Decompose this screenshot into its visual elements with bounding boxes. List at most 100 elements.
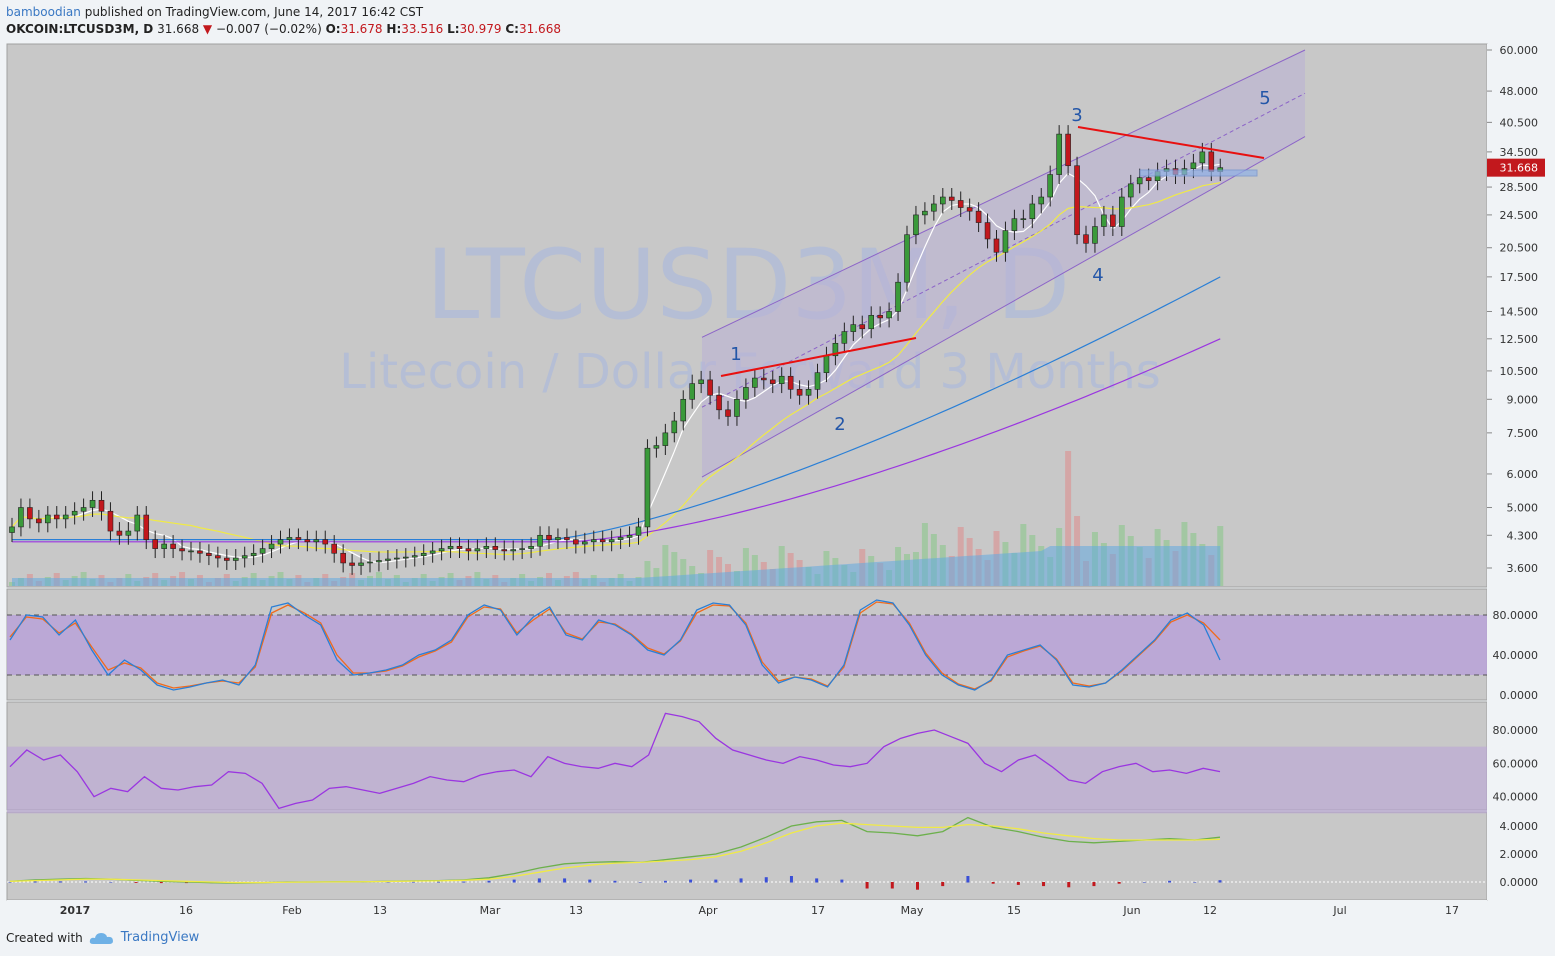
candle-body [1065,133,1071,167]
time-tick-label: 15 [1007,904,1021,917]
candle-body [680,398,687,422]
candle-body [939,196,946,205]
candle-body [707,379,713,396]
candle-body [769,379,776,384]
volume-bar [671,552,678,586]
candle-body [89,499,96,508]
candle-body [259,548,266,554]
macd-pane[interactable] [6,811,1488,901]
time-tick-label: Mar [480,904,501,917]
candle-body [859,324,866,330]
candle-body [385,558,391,561]
candle-body [993,238,1000,253]
macd-histogram-bar [1042,882,1046,887]
volume-ma-area [12,546,1221,586]
candle-body [662,432,669,446]
candle-body [805,389,812,396]
open-value: 31.678 [340,22,383,36]
candle-body [734,398,740,417]
price-change: −0.007 (−0.02%) [215,22,322,36]
chart-header: bamboodian published on TradingView.com,… [6,4,561,38]
macd-histogram-bar [563,878,567,883]
ma-yellow-line [11,182,1221,556]
candle-body [215,555,221,559]
volume-bar [707,550,714,586]
macd-histogram-bar [739,878,743,883]
stoch-band [7,615,1487,675]
candle-body [36,518,42,524]
candle-body [537,534,543,547]
candle-body [1056,133,1062,175]
macd-histogram-bar [1218,880,1222,883]
candle-body [608,539,615,543]
time-tick-label: 13 [373,904,387,917]
candle-body [125,530,132,536]
candle-body [313,539,320,543]
author-link[interactable]: bamboodian [6,5,81,19]
candle-body [716,394,722,411]
price-tick-label: 14.500 [1500,305,1539,318]
macd-histogram-bar [588,879,592,883]
macd-histogram-bar [437,881,441,883]
candle-body [188,550,194,553]
candle-body [886,311,892,319]
candle-body [1208,151,1215,172]
candle-body [1002,230,1009,253]
candle-body [698,379,704,384]
candle-body [519,548,525,550]
time-tick-label: Jul [1332,904,1346,917]
candle-body [1127,183,1134,198]
candle-body [590,539,597,543]
ma-blue-line [12,276,1221,541]
tradingview-link[interactable]: TradingView [120,930,200,945]
candle-body [107,510,114,532]
macd-histogram-bar [638,882,642,883]
price-axis[interactable] [1487,44,1547,900]
macd-histogram-bar [462,881,466,883]
last-price-tag [1487,158,1545,177]
price-tick-label: 24.500 [1500,209,1539,222]
candle-body [206,552,212,556]
candle-body [250,552,257,556]
candle-body [984,222,991,240]
candle-body [152,539,158,549]
candle-body [116,530,123,536]
macd-signal-line [9,822,1221,884]
macd-axis-label: 0.0000 [1500,876,1539,889]
macd-histogram-bar [689,879,693,883]
macd-histogram-bar [663,880,667,883]
candle-body [1011,218,1018,231]
candle-body [27,507,33,520]
wave-label-3: 3 [1071,105,1082,126]
macd-histogram-bar [1092,882,1096,887]
wave-label-1: 1 [730,344,741,365]
candle-body [1047,174,1053,198]
candle-body [778,375,785,384]
price-tick-label: 6.000 [1507,468,1539,481]
candle-body [411,555,418,558]
wave-label-5: 5 [1259,88,1270,109]
candle-body [671,420,678,434]
candle-body [1029,203,1036,220]
candle-body [546,534,552,540]
candle-body [456,546,463,549]
macd-histogram-bar [33,881,37,883]
candle-body [510,549,517,552]
candle-body [179,548,185,552]
open-label: O: [325,22,341,36]
time-tick-label: Jun [1122,904,1140,917]
candle-body [71,510,78,516]
candle-body [1074,165,1080,236]
rsi-band [7,746,1487,814]
macd-histogram-bar [865,882,869,889]
time-tick-label: Apr [698,904,718,917]
candle-body [635,526,642,536]
candle-body [966,207,973,212]
candle-body [841,331,848,344]
price-tick-label: 34.500 [1500,146,1539,159]
candle-body [922,210,928,216]
candle-body [62,514,69,520]
candle-body [653,445,660,449]
time-axis[interactable] [7,900,1487,918]
